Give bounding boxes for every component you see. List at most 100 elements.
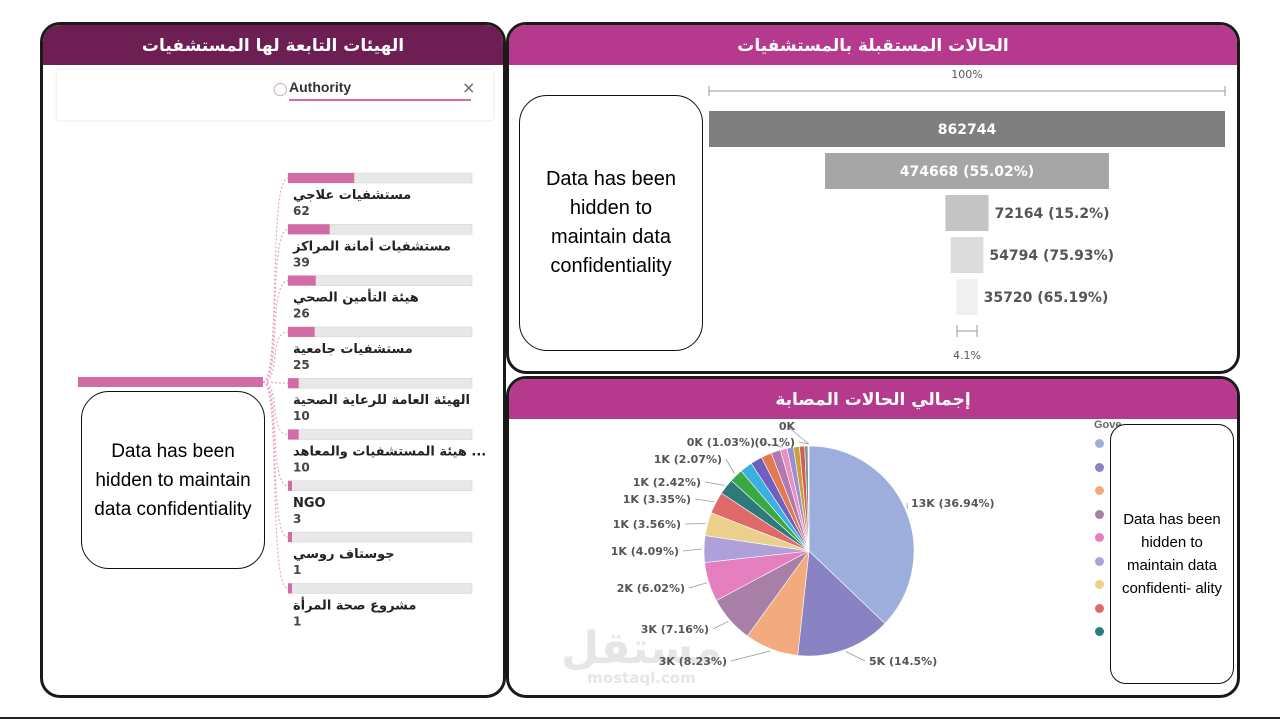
tree-node[interactable]: هيئة المستشفيات والمعاهد ...10 xyxy=(287,429,486,475)
pie-slices xyxy=(703,445,915,657)
tree-node-track xyxy=(287,480,473,492)
watermark-latin: mostaql.com xyxy=(587,669,696,687)
funnel-bottom-label: 4.1% xyxy=(953,349,981,362)
close-icon[interactable]: × xyxy=(462,78,476,97)
pie-leader-line xyxy=(758,441,784,448)
confidentiality-note-pie: Data has been hidden to maintain data co… xyxy=(1110,424,1234,684)
legend-marker[interactable] xyxy=(1095,462,1104,472)
funnel-top-label: 100% xyxy=(951,68,982,81)
lightbulb-icon: ◯ xyxy=(273,82,288,97)
tree-node-label: الهيئة العامة للرعاية الصحية xyxy=(293,393,470,408)
tree-link xyxy=(262,381,289,436)
pie-slice-label: 1K (2.07%) xyxy=(654,453,722,466)
tree-node-bar xyxy=(288,326,315,337)
pie-panel: إجمالي الحالات المصابة مستقل mostaql.com… xyxy=(506,376,1240,698)
tree-node-value: 39 xyxy=(293,255,310,269)
tree-node-label: مستشفيات جامعية xyxy=(293,342,413,357)
tree-node-bar xyxy=(288,583,292,594)
tree-link xyxy=(262,381,289,538)
tree-link xyxy=(262,228,289,383)
funnel-bar[interactable] xyxy=(709,111,1225,147)
pie-slice[interactable] xyxy=(797,550,886,657)
pie-slice-label: 1K (3.56%) xyxy=(613,518,681,531)
pie-slice-label: 1K (3.35%) xyxy=(623,493,691,506)
pie-leader-line xyxy=(682,548,703,552)
tree-node-track xyxy=(287,377,473,389)
pie-slice-label: 3K (8.23%) xyxy=(659,655,727,668)
tree-node-label: هيئة التأمين الصحي xyxy=(293,289,419,306)
tree-node-label: مستشفيات أمانة المراكز xyxy=(292,237,451,254)
funnel-bar-label: 54794 (75.93%) xyxy=(989,248,1114,264)
pie-panel-title: إجمالي الحالات المصابة xyxy=(775,390,971,410)
tree-node-track xyxy=(287,429,473,440)
filter-label[interactable]: Authority xyxy=(289,79,352,95)
filter-underline xyxy=(289,99,471,101)
tree-node-value: 10 xyxy=(293,409,310,423)
funnel-bar[interactable] xyxy=(950,237,984,273)
pie-slice-label: 5K (14.5%) xyxy=(869,655,937,668)
tree-root-bar[interactable] xyxy=(78,377,263,387)
legend-marker[interactable] xyxy=(1095,603,1104,613)
tree-node-bar xyxy=(288,224,330,235)
filter-bar: ◯ Authority × xyxy=(57,70,493,120)
funnel-bar-label: 862744 xyxy=(938,122,997,138)
tree-node-track xyxy=(287,531,473,543)
legend-marker[interactable] xyxy=(1095,556,1104,566)
pie-slice-label: 13K (36.94%) xyxy=(911,497,995,510)
authority-panel-title: الهيئات التابعة لها المستشفيات xyxy=(141,36,405,56)
tree-link xyxy=(262,177,289,383)
tree-node-label: مشروع صحة المرأة xyxy=(293,596,416,613)
tree-node-value: 62 xyxy=(293,204,310,218)
tree-node-value: 25 xyxy=(293,358,310,372)
funnel-bar-label: 474668 (55.02%) xyxy=(900,164,1034,180)
tree-node-value: 10 xyxy=(293,461,310,475)
pie-leader-line xyxy=(694,498,715,503)
pie-leader-line xyxy=(730,650,771,662)
funnel-bar[interactable] xyxy=(956,279,978,315)
tree-node-bar xyxy=(288,480,292,491)
funnel-bar[interactable] xyxy=(945,195,989,231)
confidentiality-note-left: Data has been hidden to maintain data co… xyxy=(81,391,265,569)
pie-slice-label: 2K (6.02%) xyxy=(617,582,685,595)
pie-slice[interactable] xyxy=(808,445,915,624)
pie-leader-line xyxy=(704,481,725,486)
funnel-panel: الحالات المستقبلة بالمستشفيات 100% 86274… xyxy=(506,22,1240,374)
confidentiality-note-funnel: Data has been hidden to maintain data co… xyxy=(519,95,703,351)
pie-leader-line xyxy=(725,458,735,475)
tree-link xyxy=(262,381,289,384)
funnel-bar-label: 35720 (65.19%) xyxy=(984,290,1109,306)
legend-marker[interactable] xyxy=(1095,439,1104,448)
pie-labels: 13K (36.94%) 5K (14.5%) 3K (8.23%) 3K (7.16… xyxy=(611,420,995,668)
legend-marker[interactable] xyxy=(1095,486,1104,495)
funnel-chart: 100% 862744 474668 (55.02%) 72164 (15.2%) 5… xyxy=(708,68,1226,362)
tree-node-bar xyxy=(288,429,299,440)
tree-node-value: 1 xyxy=(293,614,301,628)
legend-marker[interactable] xyxy=(1095,533,1104,542)
legend-marker[interactable] xyxy=(1095,509,1104,519)
authority-panel-header: الهيئات التابعة لها المستشفيات xyxy=(43,25,503,65)
pie-slice-label: (0.1%) xyxy=(754,436,795,449)
pie-slice-label: 0K (1.03%) xyxy=(687,436,755,449)
legend-marker[interactable] xyxy=(1095,627,1104,636)
pie-panel-header: إجمالي الحالات المصابة xyxy=(509,379,1237,419)
tree-node-label: NGO xyxy=(293,496,326,511)
tree-link xyxy=(262,331,289,383)
pie-chart: 13K (36.94%) 5K (14.5%) 3K (8.23%) 3K (7.16… xyxy=(611,420,995,668)
tree-node-value: 3 xyxy=(293,512,301,526)
tree-node-label: مستشفيات علاجي xyxy=(293,188,411,203)
legend-marker[interactable] xyxy=(1095,580,1104,589)
pie-slice-label: 3K (7.16%) xyxy=(641,623,709,636)
funnel-bar[interactable] xyxy=(825,153,1109,189)
funnel-bars: 862744 474668 (55.02%) 72164 (15.2%) 54794 … xyxy=(709,111,1225,315)
pie-leader-line xyxy=(688,582,707,589)
